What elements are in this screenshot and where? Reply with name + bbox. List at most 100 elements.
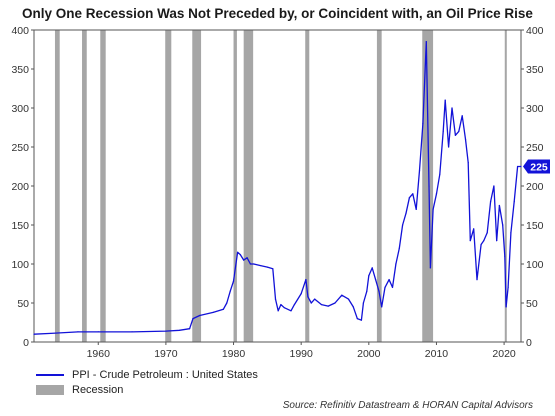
- data-point: [454, 134, 456, 136]
- data-point: [398, 247, 400, 249]
- x-tick-label: 2020: [492, 348, 516, 360]
- recession-band-1: [82, 30, 87, 342]
- data-point: [97, 331, 99, 333]
- source-note: Source: Refinitiv Datastream & HORAN Cap…: [282, 400, 533, 411]
- y-tick-label-right: 150: [526, 220, 544, 232]
- legend-label-ppi: PPI - Crude Petroleum : United States: [72, 369, 258, 381]
- data-point: [272, 268, 274, 270]
- data-point: [395, 263, 397, 265]
- data-point: [483, 240, 485, 242]
- y-tick-label-left: 300: [11, 103, 29, 115]
- y-tick-label-left: 350: [11, 64, 29, 76]
- data-point: [366, 290, 368, 292]
- recession-band-3: [165, 30, 172, 342]
- data-point: [493, 185, 495, 187]
- data-point: [498, 204, 500, 207]
- data-point: [469, 240, 471, 242]
- data-point: [249, 263, 252, 265]
- data-point: [388, 279, 390, 281]
- data-point: [307, 296, 309, 298]
- series-lines: [33, 41, 522, 335]
- y-tick-label-left: 100: [11, 259, 29, 271]
- data-point: [199, 314, 201, 317]
- data-point: [381, 306, 383, 308]
- legend-line-swatch: [36, 374, 64, 377]
- y-tick-label-right: 200: [526, 181, 544, 193]
- legend-item-ppi: PPI - Crude Petroleum : United States: [36, 369, 258, 381]
- recession-band-7: [305, 30, 310, 342]
- data-point: [507, 286, 509, 288]
- data-point: [320, 303, 323, 306]
- data-point: [461, 115, 463, 117]
- data-point: [378, 290, 380, 292]
- data-point: [368, 275, 370, 277]
- recession-band-10: [504, 30, 507, 342]
- recession-band-6: [243, 30, 254, 342]
- data-point: [293, 303, 296, 306]
- data-point: [192, 318, 194, 320]
- data-point: [448, 146, 450, 148]
- data-point: [259, 264, 262, 267]
- data-point: [510, 232, 512, 234]
- last-value-label: 225: [530, 162, 548, 174]
- data-point: [352, 306, 354, 308]
- y-tick-label-left: 250: [11, 142, 29, 154]
- data-point: [246, 257, 248, 259]
- y-tick-label-left: 400: [11, 25, 29, 37]
- data-point: [402, 224, 404, 226]
- recession-bands: [54, 30, 507, 342]
- chart-title: Only One Recession Was Not Preceded by, …: [22, 6, 533, 21]
- legend-label-recession: Recession: [72, 384, 124, 396]
- plot-frame: [33, 29, 522, 343]
- data-point: [502, 224, 504, 226]
- axes: [31, 29, 524, 345]
- data-point: [412, 193, 414, 195]
- data-point: [458, 130, 460, 132]
- data-point: [496, 240, 498, 242]
- data-point: [517, 165, 519, 168]
- data-point: [476, 279, 478, 281]
- y-tick-label-right: 250: [526, 142, 544, 154]
- data-point: [229, 290, 231, 292]
- data-point: [444, 99, 446, 101]
- y-tick-label-left: 150: [11, 220, 29, 232]
- y-tick-label-right: 350: [526, 64, 544, 76]
- data-point: [314, 298, 316, 300]
- data-point: [371, 267, 373, 269]
- data-point: [33, 333, 35, 335]
- y-tick-label-right: 300: [526, 103, 544, 115]
- data-point: [480, 243, 482, 246]
- data-point: [505, 306, 507, 308]
- data-point: [473, 228, 475, 230]
- data-point: [243, 259, 245, 261]
- data-point: [451, 107, 453, 109]
- y-tick-label-right: 50: [526, 298, 538, 310]
- data-point: [415, 208, 417, 210]
- data-point: [239, 254, 241, 256]
- data-point: [384, 286, 386, 288]
- last-value-badge: [523, 159, 550, 174]
- data-point: [188, 328, 191, 330]
- y-tick-label-right: 0: [526, 337, 532, 349]
- x-tick-label: 1970: [154, 348, 178, 360]
- recession-band-8: [376, 30, 382, 342]
- series-line-0: [33, 41, 521, 335]
- x-tick-label: 2010: [425, 348, 449, 360]
- recession-band-9: [422, 30, 434, 342]
- data-point: [432, 208, 434, 210]
- data-point: [290, 310, 292, 312]
- data-point: [439, 173, 441, 175]
- data-point: [341, 294, 343, 296]
- data-point: [165, 330, 167, 332]
- recession-band-2: [100, 30, 106, 342]
- x-tick-label: 1990: [289, 348, 313, 360]
- data-point: [236, 251, 239, 253]
- data-point: [425, 41, 427, 43]
- data-point: [77, 331, 79, 333]
- data-point: [226, 302, 228, 304]
- data-point: [327, 305, 329, 307]
- data-point: [362, 302, 365, 304]
- data-point: [418, 169, 421, 171]
- data-point: [266, 266, 268, 268]
- data-point: [513, 201, 515, 203]
